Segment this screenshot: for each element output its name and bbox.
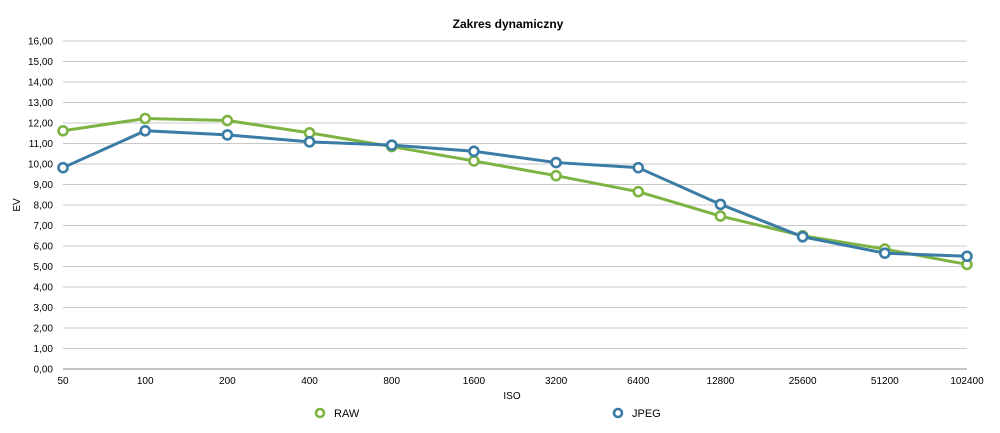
data-point-jpeg [468, 145, 480, 158]
x-axis-label: ISO [503, 391, 520, 402]
data-point-raw [139, 112, 151, 125]
x-tick-label: 400 [301, 376, 318, 387]
data-point-jpeg [632, 161, 645, 174]
y-tick-label: 3,00 [34, 303, 54, 314]
x-tick-label: 12800 [707, 376, 735, 387]
y-tick-label: 12,00 [28, 119, 53, 130]
y-tick-label: 4,00 [34, 283, 54, 294]
y-tick-label: 0,00 [34, 365, 54, 376]
series-line-raw [62, 116, 968, 266]
series-layer [57, 112, 973, 271]
y-tick-labels: 0,00 1,00 2,00 3,00 4,00 5,00 6,00 7,00 8,00 9,00… [28, 37, 53, 376]
data-point-raw [468, 155, 480, 167]
gridlines [63, 40, 967, 370]
y-tick-label: 15,00 [28, 57, 53, 68]
y-tick-label: 9,00 [34, 180, 54, 191]
y-tick-label: 5,00 [34, 262, 54, 273]
data-point-jpeg [57, 161, 69, 174]
y-tick-label: 13,00 [28, 98, 53, 109]
y-axis-label: EV [12, 198, 23, 212]
legend-marker-jpeg [612, 407, 624, 419]
y-tick-label: 11,00 [29, 139, 54, 150]
legend-label-jpeg: JPEG [632, 408, 661, 420]
x-tick-label: 50 [57, 376, 69, 387]
y-tick-label: 6,00 [34, 242, 54, 253]
x-tick-label: 51200 [871, 376, 899, 387]
chart-title: Zakres dynamiczny [453, 17, 564, 31]
data-point-jpeg [385, 139, 398, 151]
y-tick-label: 10,00 [28, 160, 53, 171]
data-point-jpeg [550, 156, 562, 169]
y-tick-label: 2,00 [34, 324, 54, 335]
data-point-jpeg [879, 247, 891, 259]
series-jpeg [57, 124, 973, 263]
data-point-jpeg [796, 230, 809, 243]
x-tick-label: 1600 [463, 376, 486, 387]
x-tick-label: 800 [383, 376, 400, 387]
x-tick-label: 25600 [789, 376, 817, 387]
x-tick-label: 100 [137, 376, 154, 387]
y-tick-label: 16,00 [28, 37, 53, 48]
y-tick-label: 14,00 [28, 78, 53, 89]
data-point-raw [632, 185, 645, 198]
x-tick-label: 3200 [545, 376, 568, 387]
data-point-raw [714, 210, 727, 222]
data-point-raw [550, 169, 562, 182]
x-tick-label: 200 [219, 376, 236, 387]
data-point-jpeg [303, 136, 316, 148]
data-point-jpeg [714, 198, 727, 211]
data-point-raw [221, 114, 234, 127]
data-point-jpeg [221, 129, 234, 141]
data-point-raw [303, 127, 316, 139]
y-tick-label: 8,00 [34, 201, 54, 212]
x-tick-label: 102400 [950, 376, 984, 387]
data-point-jpeg [961, 250, 973, 263]
data-point-jpeg [139, 124, 151, 137]
y-tick-label: 7,00 [34, 221, 54, 232]
y-tick-label: 1,00 [34, 344, 54, 355]
legend: RAW JPEG [314, 407, 661, 420]
x-tick-labels: 50 100 200 400 800 1600 3200 6400 12800 25600 5120… [57, 376, 984, 387]
x-tick-label: 6400 [627, 376, 650, 387]
legend-marker-raw [314, 407, 326, 419]
data-point-raw [57, 124, 69, 137]
series-line-jpeg [62, 129, 968, 258]
legend-label-raw: RAW [334, 408, 360, 420]
